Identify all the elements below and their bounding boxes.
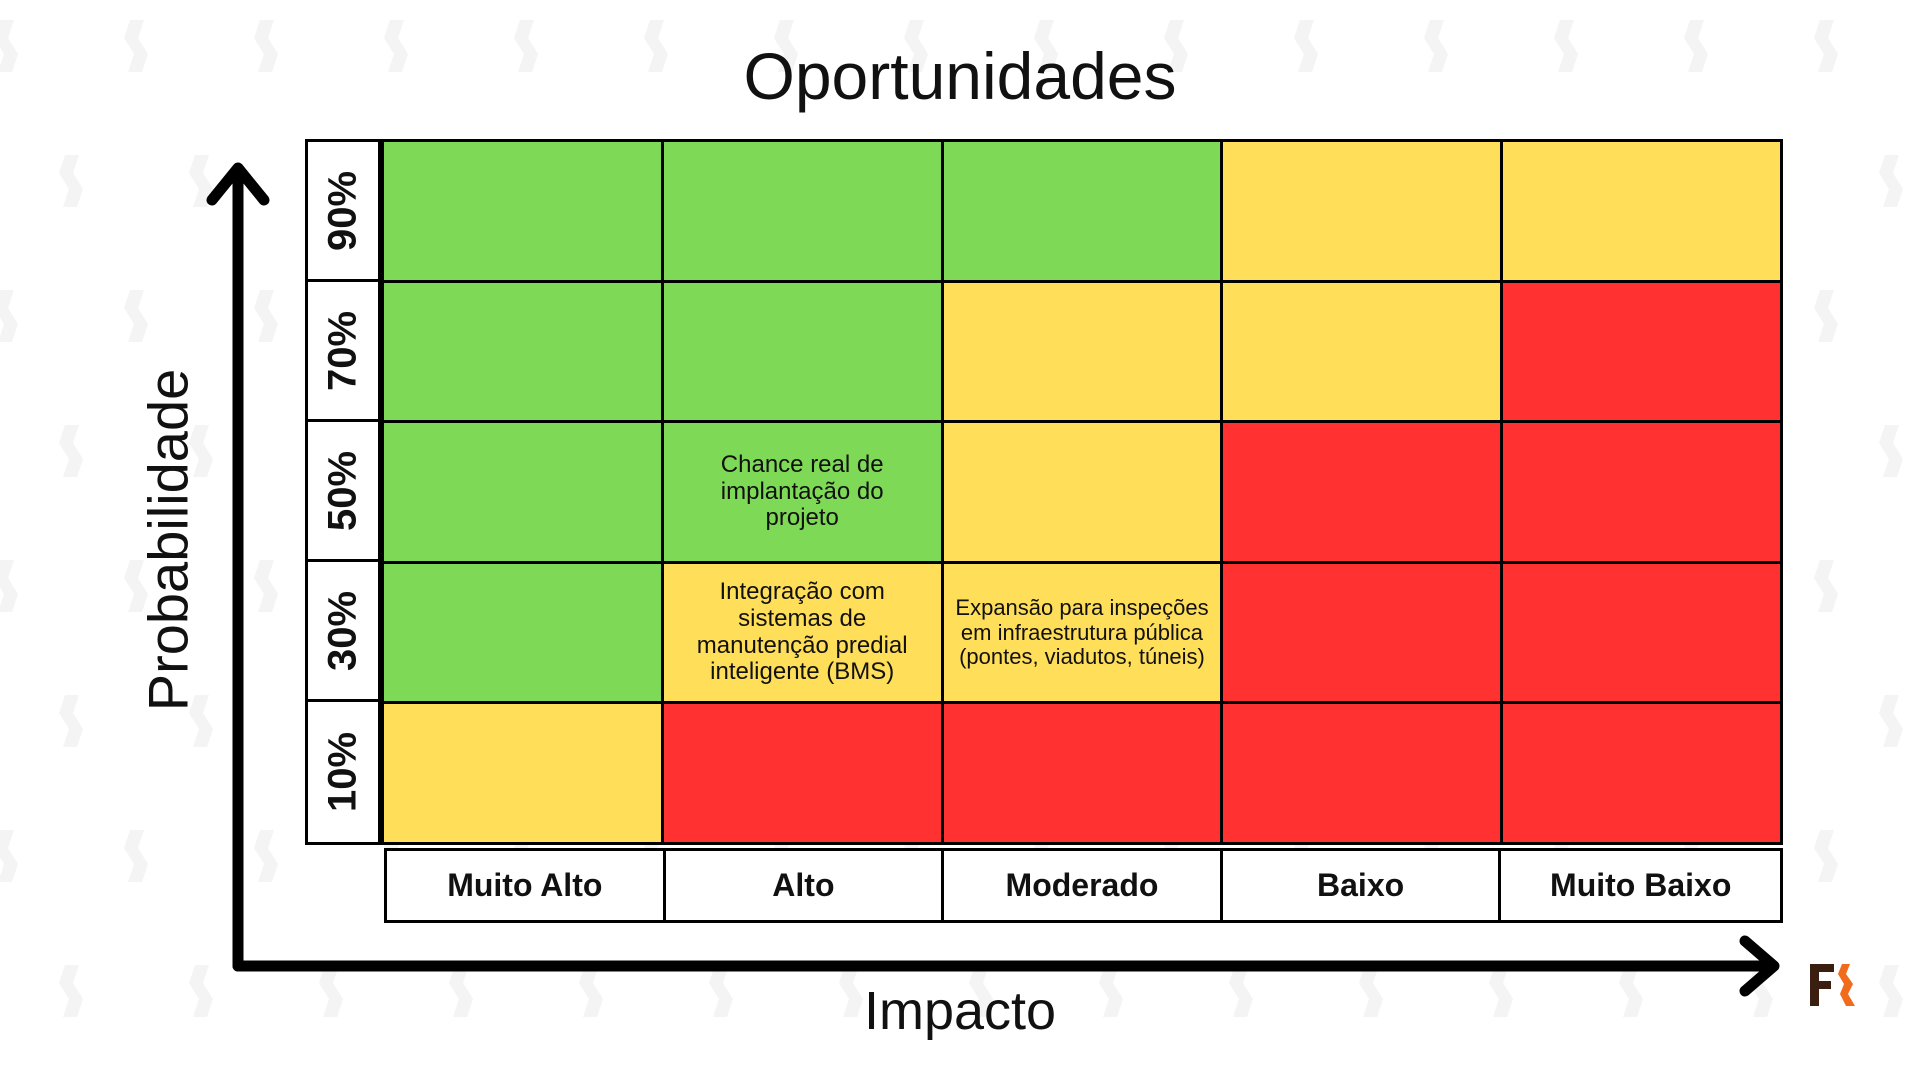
matrix-cell bbox=[663, 704, 941, 842]
impact-label: Alto bbox=[666, 851, 945, 920]
impact-label: Moderado bbox=[944, 851, 1223, 920]
matrix-cell: Integração com sistemas de manutenção pr… bbox=[663, 563, 941, 702]
probability-label: 70% bbox=[308, 282, 378, 422]
matrix-cell bbox=[384, 423, 661, 561]
matrix-cell bbox=[1503, 704, 1780, 842]
matrix-cell bbox=[1223, 423, 1501, 561]
probability-label: 50% bbox=[308, 422, 378, 562]
matrix-cell bbox=[1503, 423, 1780, 561]
cell-note: Chance real de implantação do projeto bbox=[720, 450, 884, 532]
probability-labels: 90% 70% 50% 30% 10% bbox=[305, 139, 381, 845]
page-title: Oportunidades bbox=[743, 39, 1177, 113]
matrix-cell bbox=[663, 142, 941, 280]
x-axis-title: Impacto bbox=[863, 981, 1057, 1041]
cell-note: Integração com sistemas de manutenção pr… bbox=[696, 577, 908, 686]
matrix-cell bbox=[943, 142, 1221, 280]
matrix-cell bbox=[1223, 704, 1501, 842]
y-axis-arrowhead bbox=[206, 162, 270, 206]
impact-label: Muito Baixo bbox=[1550, 867, 1732, 903]
matrix-cell bbox=[943, 704, 1221, 842]
matrix-cell bbox=[943, 282, 1221, 421]
impact-label: Baixo bbox=[1223, 851, 1502, 920]
impact-label: Muito Alto bbox=[387, 851, 666, 920]
matrix-cell bbox=[663, 282, 941, 421]
matrix-cell bbox=[1223, 563, 1501, 702]
matrix-cell bbox=[384, 704, 661, 842]
matrix-cell bbox=[384, 142, 661, 280]
probability-label: 30% bbox=[308, 562, 378, 702]
matrix-cell bbox=[1503, 282, 1780, 421]
impact-labels: Muito Alto Alto Moderado Baixo Muito Baixo bbox=[384, 848, 1783, 923]
matrix-cell bbox=[943, 423, 1221, 561]
matrix-cell bbox=[1503, 142, 1780, 280]
x-axis-arrowhead bbox=[1739, 935, 1780, 997]
matrix-cell bbox=[384, 282, 661, 421]
cell-note: Expansão para inspeções em infraestrutur… bbox=[955, 595, 1209, 669]
fr-logo-icon bbox=[1810, 964, 1855, 1006]
matrix-cell bbox=[1503, 563, 1780, 702]
matrix-cell bbox=[1223, 142, 1501, 280]
matrix-cell bbox=[1223, 282, 1501, 421]
matrix-cell: Expansão para inspeções em infraestrutur… bbox=[943, 563, 1221, 702]
matrix-cell bbox=[384, 563, 661, 702]
matrix-cell: Chance real de implantação do projeto bbox=[663, 423, 941, 561]
probability-label: 90% bbox=[308, 142, 378, 282]
risk-matrix: Chance real de implantação do projeto Int… bbox=[381, 139, 1783, 845]
